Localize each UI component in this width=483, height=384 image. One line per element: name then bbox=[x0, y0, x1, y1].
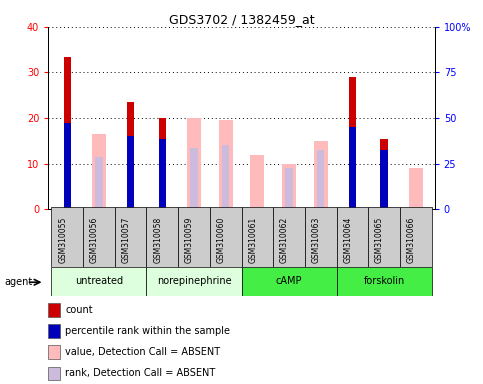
Bar bbox=[381, 139, 387, 209]
Bar bbox=[64, 122, 71, 209]
Text: GSM310057: GSM310057 bbox=[122, 216, 130, 263]
Bar bbox=[92, 134, 106, 209]
Text: GSM310060: GSM310060 bbox=[217, 216, 226, 263]
Text: untreated: untreated bbox=[75, 276, 123, 286]
Bar bbox=[242, 207, 273, 267]
Text: GSM310059: GSM310059 bbox=[185, 216, 194, 263]
Bar bbox=[273, 207, 305, 267]
Text: GSM310058: GSM310058 bbox=[153, 216, 162, 263]
Bar bbox=[317, 150, 324, 209]
Text: norepinephrine: norepinephrine bbox=[156, 276, 231, 286]
Bar bbox=[409, 168, 423, 209]
Text: agent: agent bbox=[5, 277, 33, 287]
Text: forskolin: forskolin bbox=[363, 276, 405, 286]
Text: GSM310061: GSM310061 bbox=[248, 216, 257, 263]
Bar bbox=[159, 139, 166, 209]
Text: GSM310063: GSM310063 bbox=[312, 216, 321, 263]
Bar bbox=[187, 118, 201, 209]
Bar bbox=[64, 56, 71, 209]
Text: GDS3702 / 1382459_at: GDS3702 / 1382459_at bbox=[169, 13, 314, 26]
Bar bbox=[285, 168, 293, 209]
Bar bbox=[250, 155, 265, 209]
Text: GSM310065: GSM310065 bbox=[375, 216, 384, 263]
Bar bbox=[337, 207, 368, 267]
Text: GSM310066: GSM310066 bbox=[407, 216, 416, 263]
Bar bbox=[127, 136, 134, 209]
Bar bbox=[400, 207, 431, 267]
Bar bbox=[96, 157, 102, 209]
Bar bbox=[52, 207, 83, 267]
Text: GSM310056: GSM310056 bbox=[90, 216, 99, 263]
Bar bbox=[83, 207, 115, 267]
Bar bbox=[218, 120, 233, 209]
Bar bbox=[159, 118, 166, 209]
Bar bbox=[305, 207, 337, 267]
Bar bbox=[210, 207, 242, 267]
Text: GSM310062: GSM310062 bbox=[280, 216, 289, 263]
Bar bbox=[115, 207, 146, 267]
Bar bbox=[282, 164, 296, 209]
Text: GSM310064: GSM310064 bbox=[343, 216, 353, 263]
Text: GSM310055: GSM310055 bbox=[58, 216, 67, 263]
Text: count: count bbox=[65, 305, 93, 315]
Text: cAMP: cAMP bbox=[276, 276, 302, 286]
Bar bbox=[146, 267, 242, 296]
Text: value, Detection Call = ABSENT: value, Detection Call = ABSENT bbox=[65, 347, 220, 358]
Bar bbox=[222, 146, 229, 209]
Bar bbox=[381, 150, 387, 209]
Bar bbox=[242, 267, 337, 296]
Bar bbox=[178, 207, 210, 267]
Bar bbox=[349, 77, 356, 209]
Bar bbox=[368, 207, 400, 267]
Bar bbox=[146, 207, 178, 267]
Bar bbox=[127, 102, 134, 209]
Text: rank, Detection Call = ABSENT: rank, Detection Call = ABSENT bbox=[65, 368, 215, 379]
Bar bbox=[190, 148, 198, 209]
Text: percentile rank within the sample: percentile rank within the sample bbox=[65, 326, 230, 336]
Bar bbox=[52, 267, 146, 296]
Bar bbox=[349, 127, 356, 209]
Bar bbox=[313, 141, 328, 209]
Bar bbox=[337, 267, 431, 296]
